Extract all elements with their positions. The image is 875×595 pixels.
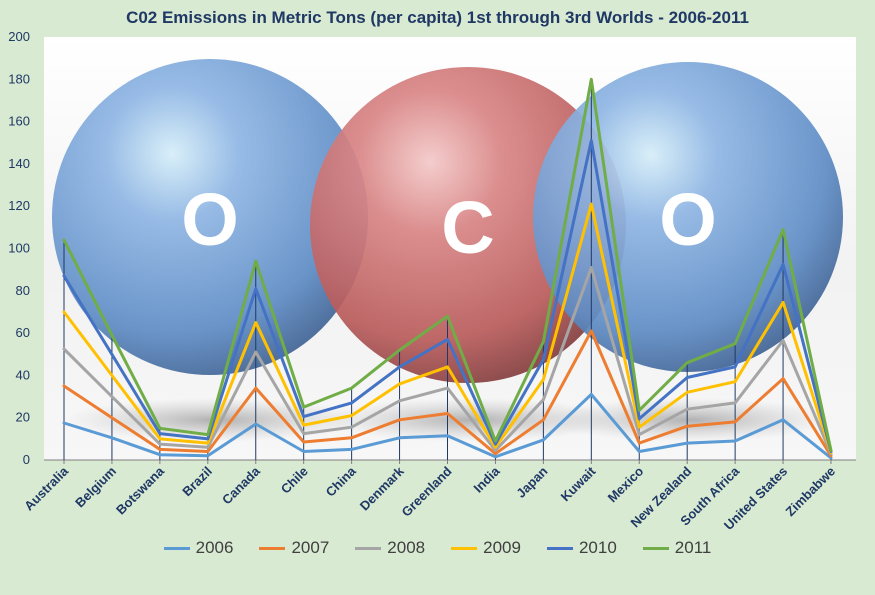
sphere-label-2: C: [441, 186, 494, 269]
legend-swatch: [451, 546, 478, 550]
y-tick-label: 120: [8, 198, 30, 213]
legend-label: 2007: [291, 538, 330, 557]
y-tick-label: 20: [16, 410, 30, 425]
x-tick-label: Canada: [219, 463, 263, 507]
legend-item-2008: 2008: [355, 538, 425, 558]
sphere-2: [310, 67, 626, 383]
sphere-label-1: O: [181, 178, 239, 261]
sphere-1: [52, 59, 368, 375]
legend-label: 2010: [578, 538, 617, 557]
x-tick-label: Japan: [513, 463, 550, 500]
legend-label: 2011: [674, 538, 712, 557]
x-tick-label: Australia: [21, 463, 71, 513]
legend-item-2011: 2011: [642, 538, 712, 558]
legend-item-2009: 2009: [451, 538, 521, 558]
y-tick-label: 140: [8, 156, 30, 171]
series-line-2008: [62, 266, 833, 456]
y-tick-label: 60: [16, 325, 30, 340]
x-tick-label: Botswana: [113, 463, 168, 518]
y-tick-label: 200: [8, 29, 30, 44]
legend-item-2006: 2006: [163, 538, 234, 558]
y-tick-label: 0: [23, 452, 30, 467]
legend: 2006 2007 2008 2009 2010 2011: [0, 538, 875, 558]
x-tick-label: Brazil: [179, 464, 215, 500]
series-line-2007: [62, 329, 833, 458]
series-line-2010: [62, 139, 833, 453]
x-tick-label: Greenland: [399, 463, 455, 519]
x-tick-label: Chile: [278, 464, 311, 497]
legend-swatch: [642, 546, 669, 550]
y-tick-label: 80: [16, 283, 30, 298]
x-tick-label: India: [470, 463, 503, 496]
chart-title: C02 Emissions in Metric Tons (per capita…: [126, 8, 749, 27]
x-tick-label: China: [323, 463, 360, 500]
legend-swatch: [259, 546, 286, 550]
legend-label: 2006: [195, 538, 234, 557]
legend-item-2007: 2007: [259, 538, 329, 558]
x-tick-label: Denmark: [357, 463, 407, 513]
legend-label: 2008: [387, 538, 426, 557]
legend-swatch: [546, 546, 573, 550]
legend-item-2010: 2010: [546, 538, 617, 558]
x-tick-label: Zimbabwe: [783, 464, 839, 520]
x-tick-label: Mexico: [605, 463, 647, 505]
y-tick-label: 40: [16, 367, 30, 382]
legend-swatch: [163, 546, 190, 550]
y-tick-label: 180: [8, 71, 30, 86]
sphere-label-3: O: [659, 178, 717, 261]
series-line-2006: [62, 392, 833, 460]
y-tick-label: 100: [8, 241, 30, 256]
x-tick-label: Belgium: [72, 464, 119, 511]
sphere-shadow-2: [320, 398, 620, 442]
series-line-2009: [62, 202, 833, 455]
x-tick-label: Kuwait: [558, 463, 599, 504]
sphere-shadow-3: [545, 398, 835, 442]
legend-swatch: [355, 546, 382, 550]
y-tick-label: 160: [8, 114, 30, 129]
legend-label: 2009: [483, 538, 521, 557]
series-layer: [62, 77, 833, 460]
series-line-2011: [62, 77, 833, 452]
